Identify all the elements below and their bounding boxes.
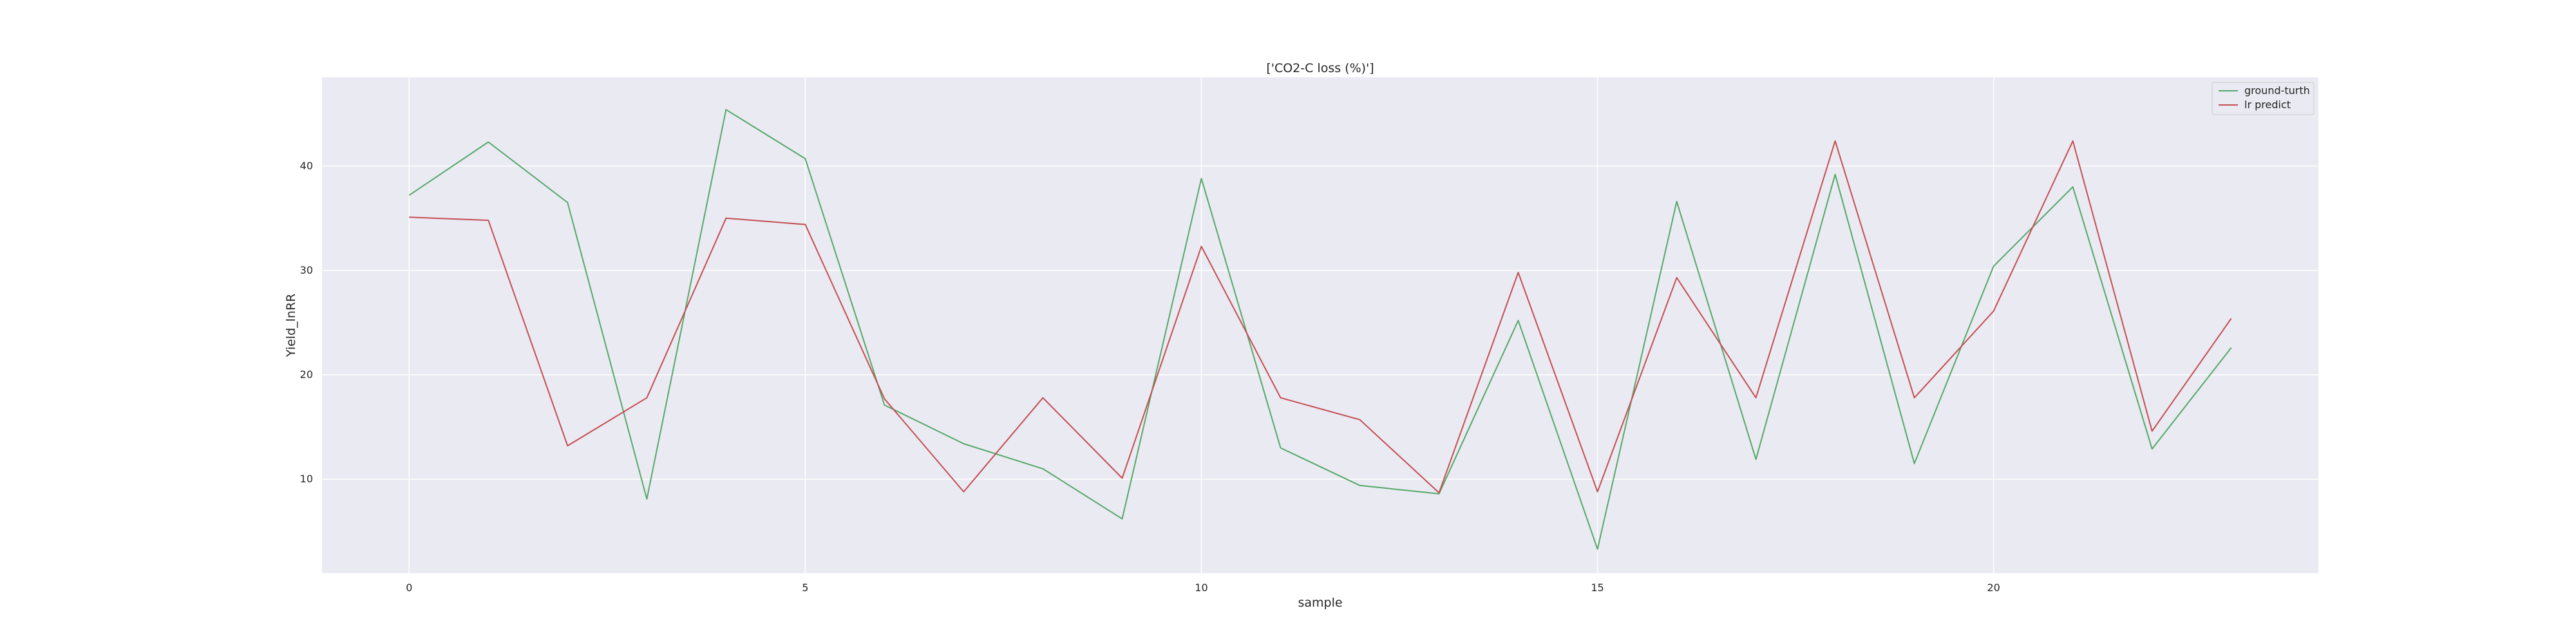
grid-lines (322, 77, 2318, 573)
x-tick-label: 10 (1195, 582, 1208, 594)
series-line-lr-predict (409, 140, 2232, 494)
y-tick-label: 40 (300, 160, 313, 172)
legend-label-lr-predict: lr predict (2244, 99, 2291, 111)
y-tick-label: 30 (300, 264, 313, 276)
x-tick-label: 5 (802, 582, 808, 594)
x-tick-label: 15 (1591, 582, 1604, 594)
x-tick-labels: 0 5 10 15 20 (406, 582, 2000, 594)
x-axis-label: sample (1298, 596, 1342, 610)
y-tick-label: 20 (300, 368, 313, 381)
legend-label-ground-turth: ground-turth (2244, 84, 2310, 97)
x-tick-label: 20 (1987, 582, 2000, 594)
legend: ground-turth lr predict (2211, 82, 2315, 115)
plot-background (322, 77, 2318, 573)
chart-title: ['CO2-C loss (%)'] (1266, 61, 1374, 75)
series-lines (408, 109, 2232, 550)
y-tick-labels: 10 20 30 40 (300, 160, 313, 485)
y-axis-label: Yield_lnRR (284, 294, 298, 357)
series-line-ground-turth (408, 109, 2232, 550)
y-tick-label: 10 (300, 473, 313, 485)
x-tick-label: 0 (406, 582, 412, 594)
